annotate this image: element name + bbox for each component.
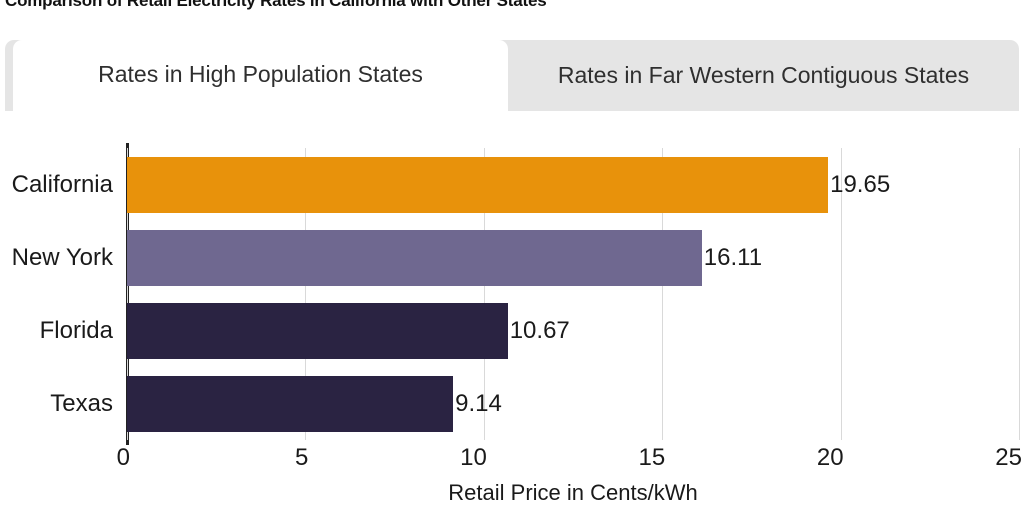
tab-bar: Rates in High Population States Rates in…	[5, 40, 1019, 111]
x-tick-label-0: 0	[116, 444, 130, 471]
bar-value-label: 16.11	[703, 243, 763, 271]
gridline-0	[127, 148, 128, 440]
y-axis-label-florida: Florida	[39, 316, 113, 344]
x-tick-label-25: 25	[995, 444, 1022, 471]
bar-texas[interactable]	[127, 375, 454, 432]
gridline-25	[1019, 148, 1020, 440]
x-tick-label-15: 15	[638, 444, 666, 471]
plot-area: 19.65 16.11 10.67 9.14	[127, 148, 1020, 440]
gridline-20	[840, 148, 842, 440]
bar-florida[interactable]	[127, 302, 508, 359]
x-tick-label-5: 5	[295, 444, 309, 471]
bar-row: 19.65	[127, 156, 1019, 213]
bar-value-label: 19.65	[830, 170, 891, 198]
y-axis-label-new-york: New York	[11, 243, 113, 271]
page-title: Comparison of Retail Electricity Rates i…	[5, 0, 547, 10]
bar-california[interactable]	[127, 156, 829, 213]
tab-rates-in-far-western-contiguous-states[interactable]: Rates in Far Western Contiguous States	[508, 40, 1019, 111]
bar-value-label: 10.67	[509, 316, 570, 344]
x-tick-label-20: 20	[816, 444, 844, 471]
y-axis-category-labels: California New York Florida Texas	[0, 148, 127, 440]
tab-rates-in-high-population-states[interactable]: Rates in High Population States	[13, 40, 508, 111]
bar-chart: California New York Florida Texas 19.65 16.1…	[0, 118, 1024, 512]
x-axis-title: Retail Price in Cents/kWh	[448, 480, 698, 505]
gridline-5	[305, 148, 307, 440]
gridline-15	[662, 148, 664, 440]
bar-row: 16.11	[127, 229, 1019, 286]
bar-value-label: 9.14	[455, 389, 502, 417]
bar-row: 9.14	[127, 375, 1019, 432]
y-axis-label-california: California	[11, 170, 113, 198]
y-axis-label-texas: Texas	[50, 389, 113, 417]
gridline-10	[483, 148, 485, 440]
tab-label: Rates in Far Western Contiguous States	[557, 62, 970, 88]
bar-new-york[interactable]	[127, 229, 702, 286]
tab-label: Rates in High Population States	[98, 61, 423, 87]
bar-row: 10.67	[127, 302, 1019, 359]
x-tick-label-10: 10	[460, 444, 487, 471]
